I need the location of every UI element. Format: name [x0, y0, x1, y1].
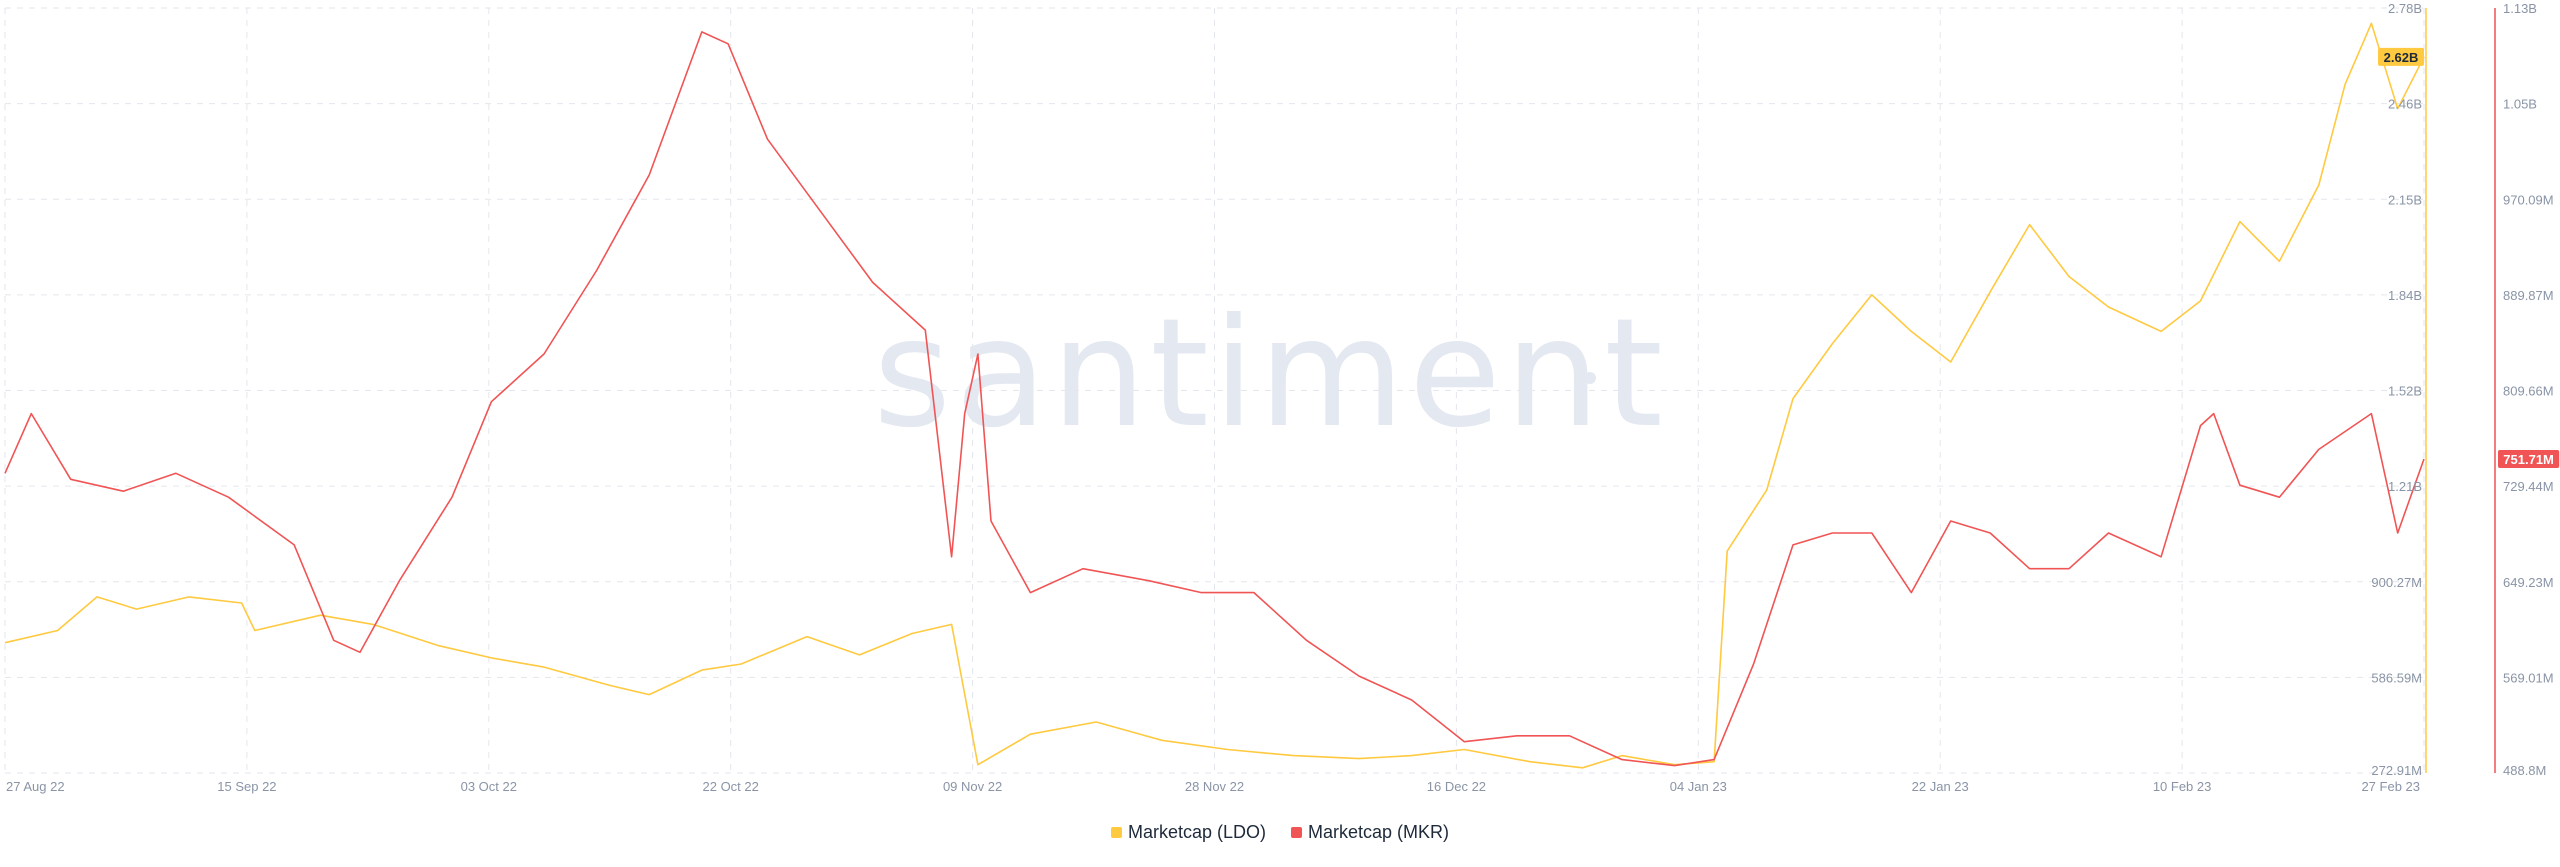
- x-axis-tick-labels: 27 Aug 22 15 Sep 22 03 Oct 22 22 Oct 22 09 N…: [6, 779, 2420, 794]
- left-axis-tick-label: 900.27M: [2371, 575, 2422, 590]
- right-axis-tick-label: 649.23M: [2503, 575, 2554, 590]
- x-tick-label: 28 Nov 22: [1185, 779, 1244, 794]
- legend-item-mkr[interactable]: Marketcap (MKR): [1291, 822, 1449, 843]
- x-tick-label: 09 Nov 22: [943, 779, 1002, 794]
- right-axis-tick-label: 1.05B: [2503, 97, 2537, 112]
- santiment-watermark: santiment: [873, 287, 1667, 461]
- right-axis-tick-label: 729.44M: [2503, 479, 2554, 494]
- x-tick-label: 22 Jan 23: [1912, 779, 1969, 794]
- watermark-dot: [1584, 372, 1596, 384]
- x-tick-label: 15 Sep 22: [217, 779, 276, 794]
- x-tick-label: 27 Aug 22: [6, 779, 65, 794]
- svg-text:2.62B: 2.62B: [2384, 50, 2419, 65]
- left-axis-tick-label: 2.78B: [2388, 1, 2422, 16]
- series-lines: [4, 22, 2425, 769]
- x-tick-label: 22 Oct 22: [703, 779, 759, 794]
- left-axis-tick-label: 1.52B: [2388, 384, 2422, 399]
- left-axis-tick-label: 1.21B: [2388, 479, 2422, 494]
- svg-text:751.71M: 751.71M: [2503, 452, 2554, 467]
- chart-legend: Marketcap (LDO) Marketcap (MKR): [0, 822, 2560, 843]
- x-tick-label: 03 Oct 22: [461, 779, 517, 794]
- left-axis-tick-label: 2.15B: [2388, 192, 2422, 207]
- left-axis-tick-label: 272.91M: [2371, 763, 2422, 778]
- right-axis-tick-label: 569.01M: [2503, 670, 2554, 685]
- left-axis-tick-label: 586.59M: [2371, 670, 2422, 685]
- legend-swatch-ldo: [1110, 827, 1122, 838]
- series-line-mkr: [4, 31, 2425, 767]
- left-axis-tick-label: 1.84B: [2388, 288, 2422, 303]
- right-axis-tick-label: 809.66M: [2503, 384, 2554, 399]
- chart-grid: [4, 7, 2425, 774]
- legend-label-mkr: Marketcap (MKR): [1308, 822, 1450, 842]
- x-tick-label: 04 Jan 23: [1670, 779, 1727, 794]
- right-axis-tick-label: 488.8M: [2503, 763, 2546, 778]
- right-axis-tick-label: 1.13B: [2503, 1, 2537, 16]
- mkr-current-value-badge: 751.71M: [2498, 449, 2560, 468]
- legend-swatch-mkr: [1291, 827, 1303, 838]
- legend-item-ldo[interactable]: Marketcap (LDO): [1110, 822, 1266, 843]
- left-axis-tick-labels: 2.78B 2.46B 2.15B 1.84B 1.52B 1.21B 900.27M 586…: [2371, 1, 2422, 778]
- ldo-current-value-badge: 2.62B: [2378, 47, 2424, 66]
- x-tick-label: 16 Dec 22: [1427, 779, 1486, 794]
- x-tick-label: 27 Feb 23: [2361, 779, 2420, 794]
- right-axis-tick-labels: 1.13B 1.05B 970.09M 889.87M 809.66M 729.44M 64…: [2503, 1, 2554, 778]
- current-value-badges: 2.62B 751.71M: [2378, 47, 2560, 468]
- left-axis-tick-label: 2.46B: [2388, 97, 2422, 112]
- series-line-ldo: [4, 22, 2425, 769]
- right-axis-tick-label: 970.09M: [2503, 192, 2554, 207]
- right-axis-tick-label: 889.87M: [2503, 288, 2554, 303]
- legend-label-ldo: Marketcap (LDO): [1127, 822, 1266, 842]
- x-tick-label: 10 Feb 23: [2153, 779, 2212, 794]
